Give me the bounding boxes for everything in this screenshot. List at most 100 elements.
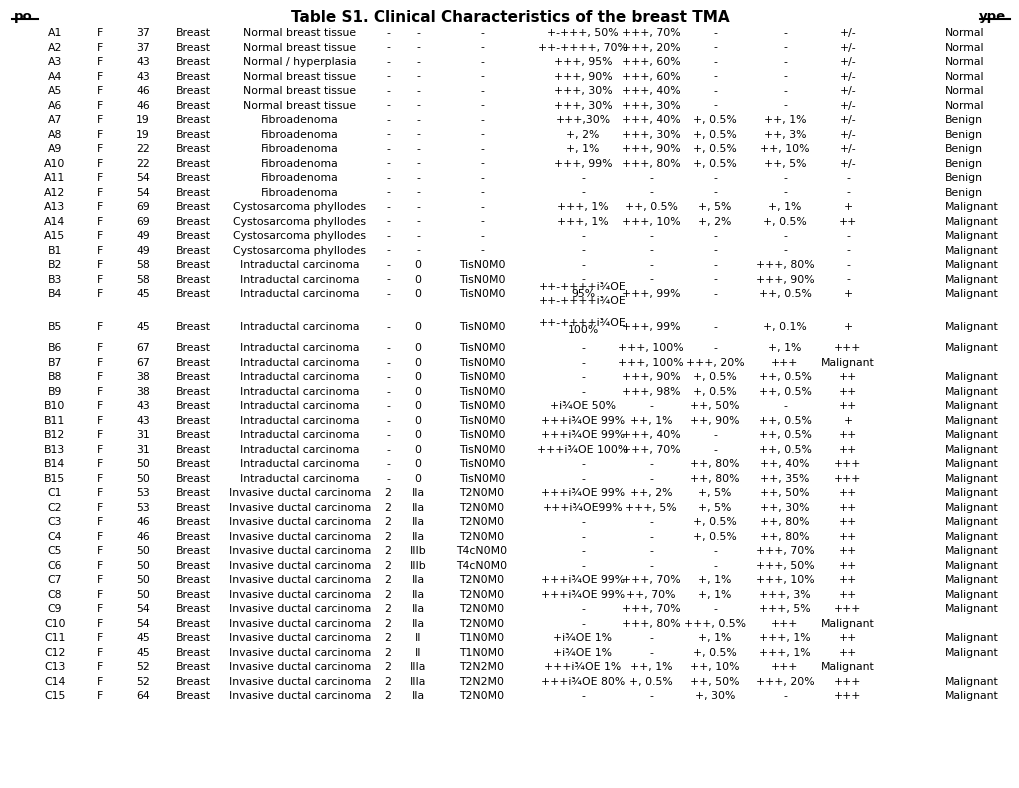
Text: -: - (845, 173, 849, 183)
Text: Malignant: Malignant (944, 604, 998, 615)
Text: B13: B13 (45, 445, 65, 455)
Text: -: - (385, 358, 389, 368)
Text: Breast: Breast (175, 289, 210, 299)
Text: TisN0M0: TisN0M0 (459, 260, 504, 270)
Text: B6: B6 (48, 344, 62, 353)
Text: -: - (783, 72, 787, 81)
Text: F: F (97, 231, 103, 241)
Text: 37: 37 (136, 28, 150, 38)
Text: T2N0M0: T2N0M0 (459, 489, 504, 498)
Text: F: F (97, 289, 103, 299)
Text: C8: C8 (48, 590, 62, 600)
Text: Intraductal carcinoma: Intraductal carcinoma (240, 416, 360, 426)
Text: Malignant: Malignant (944, 322, 998, 332)
Text: ++: ++ (838, 503, 856, 513)
Text: F: F (97, 518, 103, 527)
Text: 0: 0 (414, 274, 421, 284)
Text: -: - (416, 129, 420, 139)
Text: -: - (385, 173, 389, 183)
Text: -: - (581, 474, 584, 484)
Text: Breast: Breast (175, 532, 210, 542)
Text: -: - (416, 231, 420, 241)
Text: -: - (385, 28, 389, 38)
Text: Malignant: Malignant (944, 691, 998, 701)
Text: -: - (480, 231, 483, 241)
Text: A8: A8 (48, 129, 62, 139)
Text: Invasive ductal carcinoma: Invasive ductal carcinoma (228, 648, 371, 658)
Text: Malignant: Malignant (944, 344, 998, 353)
Text: Breast: Breast (175, 231, 210, 241)
Text: IIa: IIa (411, 619, 424, 629)
Text: -: - (712, 445, 716, 455)
Text: A11: A11 (45, 173, 65, 183)
Text: +, 1%: +, 1% (698, 634, 731, 643)
Text: Fibroadenoma: Fibroadenoma (261, 173, 338, 183)
Text: Breast: Breast (175, 387, 210, 397)
Text: F: F (97, 373, 103, 382)
Text: C15: C15 (44, 691, 65, 701)
Text: Invasive ductal carcinoma: Invasive ductal carcinoma (228, 518, 371, 527)
Text: F: F (97, 416, 103, 426)
Text: 95%: 95% (571, 289, 594, 299)
Text: -: - (712, 86, 716, 96)
Text: +, 1%: +, 1% (767, 202, 801, 212)
Text: -: - (648, 518, 652, 527)
Text: -: - (581, 387, 584, 397)
Text: Malignant: Malignant (944, 246, 998, 255)
Text: -: - (712, 246, 716, 255)
Text: F: F (97, 144, 103, 154)
Text: +++, 1%: +++, 1% (556, 202, 608, 212)
Text: -: - (480, 86, 483, 96)
Text: A6: A6 (48, 101, 62, 110)
Text: 45: 45 (136, 648, 150, 658)
Text: Breast: Breast (175, 202, 210, 212)
Text: F: F (97, 590, 103, 600)
Text: +i¾OE 1%: +i¾OE 1% (553, 634, 611, 643)
Text: F: F (97, 561, 103, 571)
Text: -: - (712, 289, 716, 299)
Text: ++-++++, 70%: ++-++++, 70% (538, 43, 628, 53)
Text: +++, 0.5%: +++, 0.5% (684, 619, 745, 629)
Text: IIa: IIa (411, 590, 424, 600)
Text: Breast: Breast (175, 430, 210, 440)
Text: T2N0M0: T2N0M0 (459, 604, 504, 615)
Text: B15: B15 (45, 474, 65, 484)
Text: Intraductal carcinoma: Intraductal carcinoma (240, 430, 360, 440)
Text: +, 5%: +, 5% (698, 503, 731, 513)
Text: -: - (845, 260, 849, 270)
Text: Malignant: Malignant (944, 575, 998, 585)
Text: Cystosarcoma phyllodes: Cystosarcoma phyllodes (233, 217, 366, 226)
Text: Breast: Breast (175, 401, 210, 411)
Text: C13: C13 (44, 663, 65, 672)
Text: -: - (416, 173, 420, 183)
Text: +-+++, 50%: +-+++, 50% (546, 28, 619, 38)
Text: ++: ++ (838, 532, 856, 542)
Text: Malignant: Malignant (944, 373, 998, 382)
Text: +: + (843, 202, 852, 212)
Text: Invasive ductal carcinoma: Invasive ductal carcinoma (228, 634, 371, 643)
Text: F: F (97, 489, 103, 498)
Text: Invasive ductal carcinoma: Invasive ductal carcinoma (228, 503, 371, 513)
Text: 49: 49 (136, 231, 150, 241)
Text: 67: 67 (136, 358, 150, 368)
Text: 67: 67 (136, 344, 150, 353)
Text: +++, 1%: +++, 1% (556, 217, 608, 226)
Text: Breast: Breast (175, 489, 210, 498)
Text: +, 0.5%: +, 0.5% (693, 144, 736, 154)
Text: -: - (416, 43, 420, 53)
Text: F: F (97, 129, 103, 139)
Text: +/-: +/- (839, 158, 856, 169)
Text: +/-: +/- (839, 144, 856, 154)
Text: 2: 2 (384, 518, 391, 527)
Text: -: - (416, 202, 420, 212)
Text: 19: 19 (136, 129, 150, 139)
Text: ++, 40%: ++, 40% (759, 459, 809, 470)
Text: 38: 38 (136, 373, 150, 382)
Text: TisN0M0: TisN0M0 (459, 401, 504, 411)
Text: ++, 90%: ++, 90% (690, 416, 739, 426)
Text: Breast: Breast (175, 634, 210, 643)
Text: +++, 70%: +++, 70% (621, 604, 680, 615)
Text: B7: B7 (48, 358, 62, 368)
Text: TisN0M0: TisN0M0 (459, 416, 504, 426)
Text: +, 0.5%: +, 0.5% (693, 115, 736, 125)
